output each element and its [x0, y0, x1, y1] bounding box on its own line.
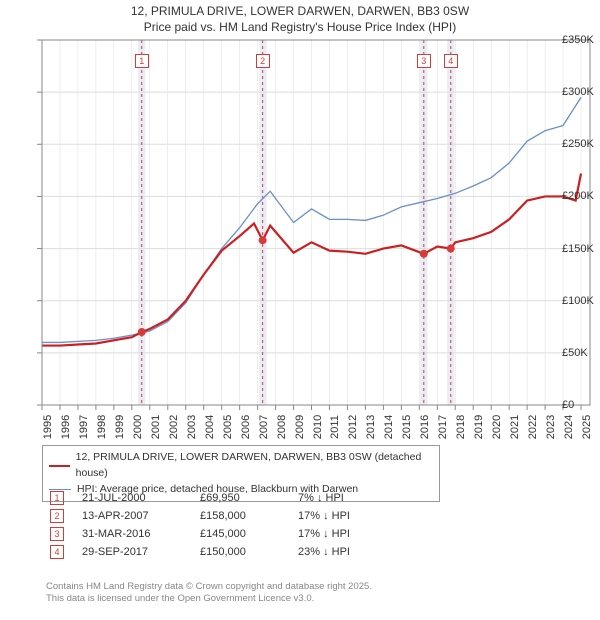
x-axis-tick: 2004 — [204, 415, 216, 439]
sale-row: 4 29-SEP-2017 £150,000 23% ↓ HPI — [42, 543, 590, 561]
sale-row: 3 31-MAR-2016 £145,000 17% ↓ HPI — [42, 525, 590, 543]
sale-date: 13-APR-2007 — [82, 510, 182, 522]
sale-marker-1: 1 — [135, 54, 149, 68]
legend-swatch — [49, 465, 70, 467]
x-axis-tick: 2007 — [258, 415, 270, 439]
x-axis-tick: 2014 — [383, 415, 395, 439]
x-axis-tick: 1998 — [96, 415, 108, 439]
sale-date: 31-MAR-2016 — [82, 528, 182, 540]
sale-price: £69,950 — [200, 492, 280, 504]
x-axis-tick: 2017 — [437, 415, 449, 439]
x-axis-tick: 2023 — [545, 415, 557, 439]
sale-row-marker: 3 — [50, 527, 64, 541]
attribution-footer: Contains HM Land Registry data © Crown c… — [42, 575, 590, 606]
x-axis-tick: 2024 — [563, 415, 575, 439]
sale-delta: 23% ↓ HPI — [298, 546, 388, 558]
x-axis-tick: 2021 — [509, 415, 521, 439]
y-axis-tick: £50K — [562, 347, 598, 359]
y-axis-tick: £0 — [562, 399, 598, 411]
footer-line-1: Contains HM Land Registry data © Crown c… — [46, 581, 590, 593]
sale-row-marker: 4 — [50, 545, 64, 559]
sale-delta: 17% ↓ HPI — [298, 510, 388, 522]
x-axis-tick: 2015 — [401, 415, 413, 439]
x-axis-tick: 2018 — [455, 415, 467, 439]
x-axis-tick: 2025 — [581, 415, 593, 439]
x-axis-tick: 2012 — [347, 415, 359, 439]
x-axis-tick: 2009 — [294, 415, 306, 439]
sale-marker-3: 3 — [417, 54, 431, 68]
x-axis-tick: 2011 — [329, 415, 341, 439]
sale-marker-2: 2 — [256, 54, 270, 68]
sale-date: 29-SEP-2017 — [82, 546, 182, 558]
sale-marker-4: 4 — [444, 54, 458, 68]
y-axis-tick: £150K — [562, 243, 598, 255]
x-axis-tick: 2005 — [222, 415, 234, 439]
x-axis-tick: 2006 — [240, 415, 252, 439]
sale-price: £158,000 — [200, 510, 280, 522]
y-axis-tick: £350K — [562, 34, 598, 46]
x-axis-tick: 1995 — [42, 415, 54, 439]
legend-item: 12, PRIMULA DRIVE, LOWER DARWEN, DARWEN,… — [49, 450, 433, 482]
sale-delta: 17% ↓ HPI — [298, 528, 388, 540]
x-axis-tick: 1996 — [60, 415, 72, 439]
sale-date: 21-JUL-2000 — [82, 492, 182, 504]
x-axis-tick: 2003 — [186, 415, 198, 439]
x-axis-tick: 2010 — [312, 415, 324, 439]
x-axis-tick: 2019 — [473, 415, 485, 439]
x-axis-tick: 2020 — [491, 415, 503, 439]
x-axis-tick: 2013 — [365, 415, 377, 439]
y-axis-tick: £200K — [562, 190, 598, 202]
footer-line-2: This data is licensed under the Open Gov… — [46, 593, 590, 605]
x-axis-tick: 2002 — [168, 415, 180, 439]
sale-price: £145,000 — [200, 528, 280, 540]
x-axis-tick: 2016 — [419, 415, 431, 439]
x-axis-tick: 1999 — [114, 415, 126, 439]
y-axis-tick: £250K — [562, 138, 598, 150]
x-axis-tick: 2008 — [276, 415, 288, 439]
x-axis-tick: 2001 — [150, 415, 162, 439]
x-axis-tick: 2000 — [132, 415, 144, 439]
x-axis-tick: 2022 — [527, 415, 539, 439]
sale-delta: 7% ↓ HPI — [298, 492, 388, 504]
y-axis-tick: £100K — [562, 295, 598, 307]
y-axis-tick: £300K — [562, 86, 598, 98]
sale-price: £150,000 — [200, 546, 280, 558]
sale-row: 2 13-APR-2007 £158,000 17% ↓ HPI — [42, 507, 590, 525]
sale-row-marker: 2 — [50, 509, 64, 523]
sale-row-marker: 1 — [50, 491, 64, 505]
sale-row: 1 21-JUL-2000 £69,950 7% ↓ HPI — [42, 489, 590, 507]
legend-text: 12, PRIMULA DRIVE, LOWER DARWEN, DARWEN,… — [76, 450, 433, 482]
x-axis-tick: 1997 — [78, 415, 90, 439]
sales-list: 1 21-JUL-2000 £69,950 7% ↓ HPI 2 13-APR-2007 £… — [42, 489, 590, 561]
price-chart: £0 £50K £100K £150K £200K £250K £300K £350K 1995… — [0, 0, 600, 445]
